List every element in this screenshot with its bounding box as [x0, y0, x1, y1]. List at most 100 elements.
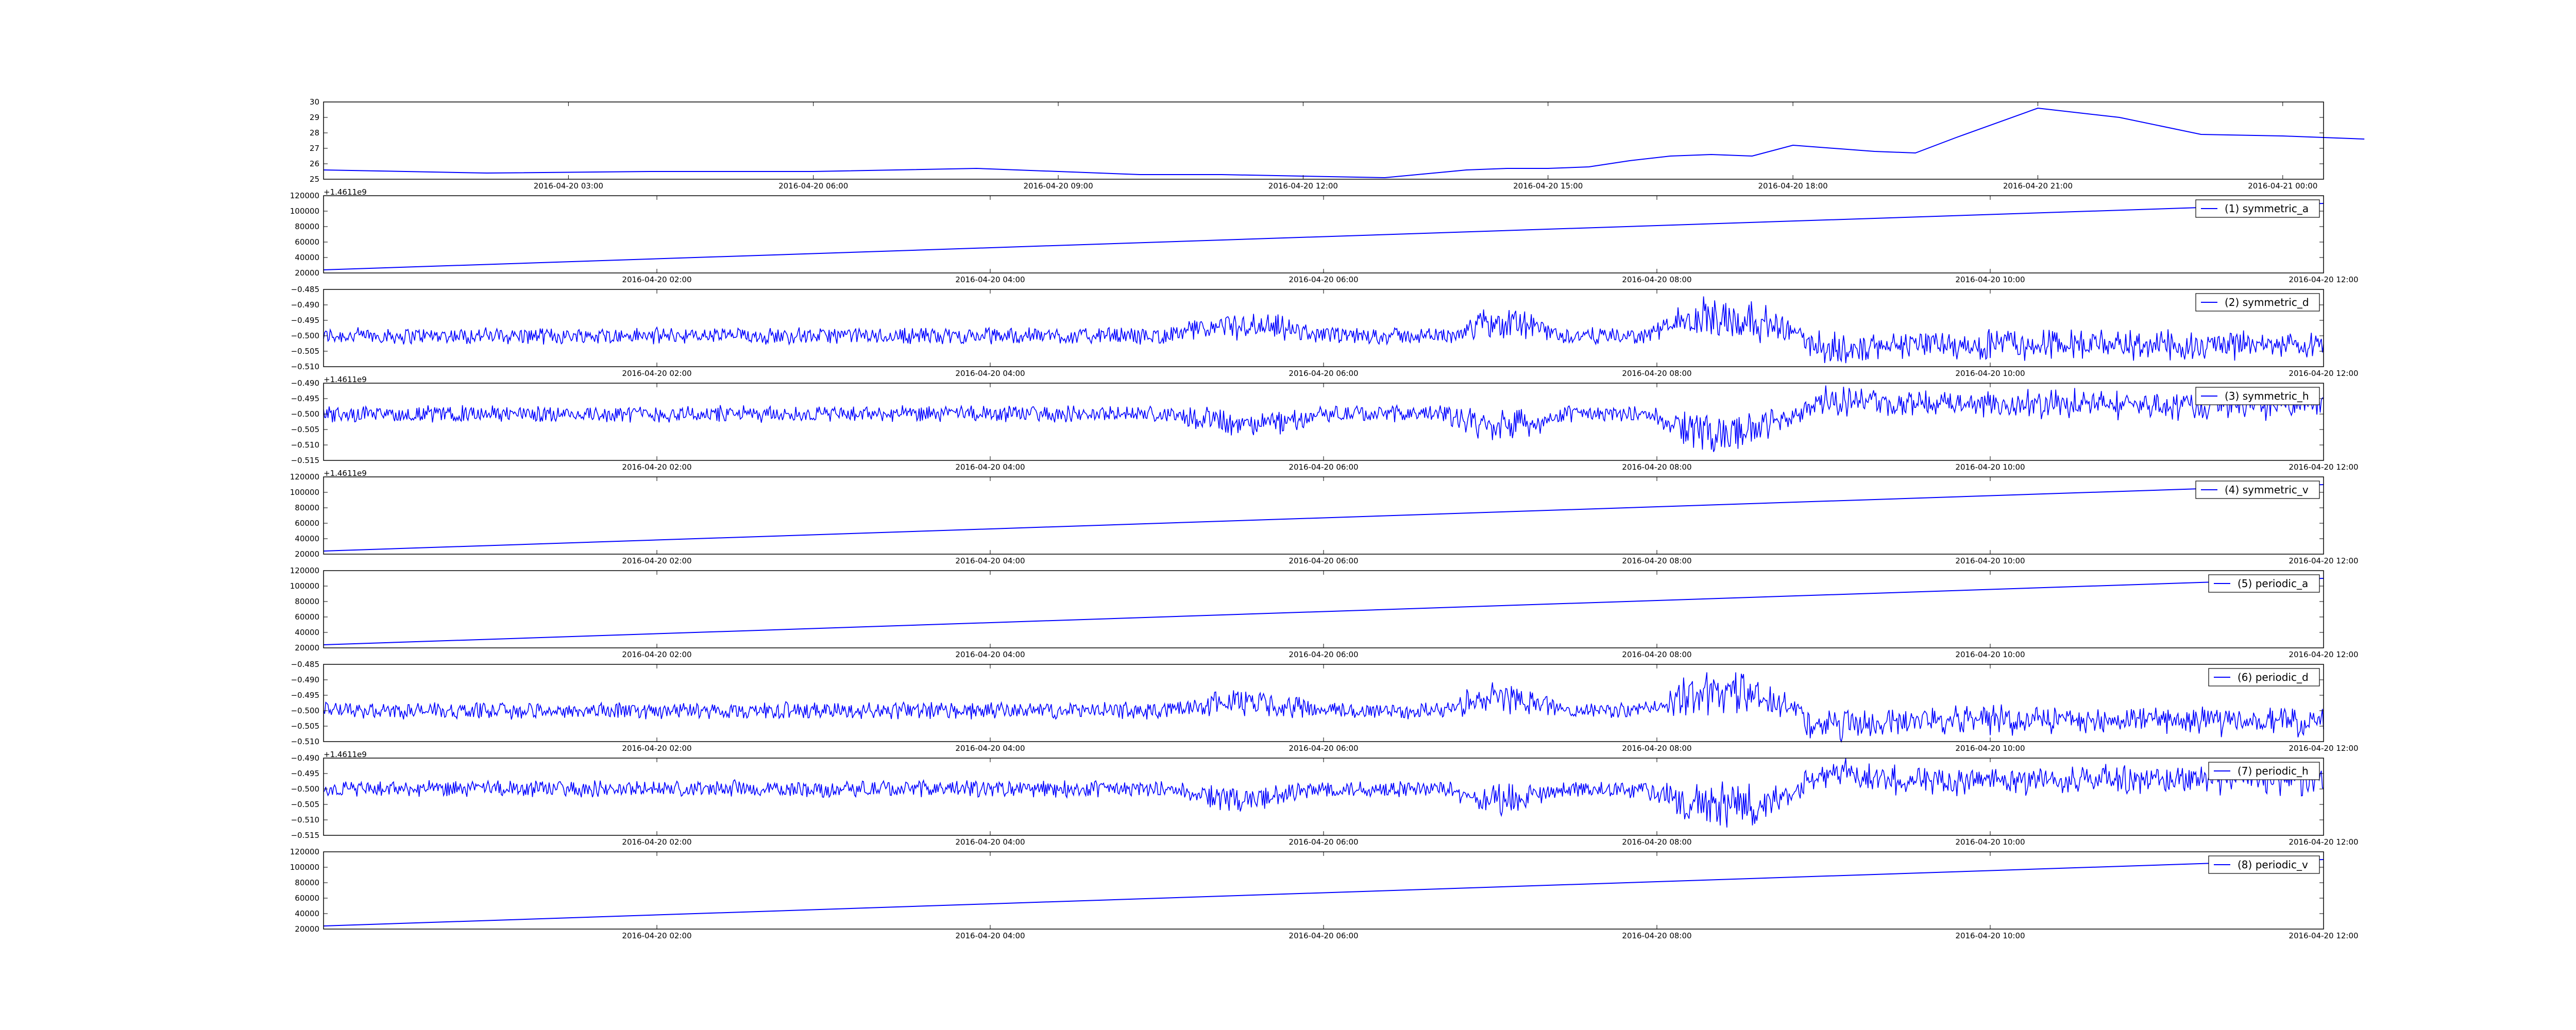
legend-label: (7) periodic_h: [2238, 765, 2309, 777]
y-tick-label: −0.490: [291, 300, 319, 310]
y-tick-label: 60000: [295, 612, 319, 622]
y-tick-label: 40000: [295, 253, 319, 262]
x-tick-label: 2016-04-20 02:00: [622, 275, 691, 284]
y-tick-label: −0.500: [291, 409, 319, 419]
x-tick-label: 2016-04-20 06:00: [1289, 462, 1358, 472]
y-tick-label: 40000: [295, 628, 319, 637]
x-tick-label: 2016-04-20 08:00: [1622, 650, 1691, 659]
y-tick-label: 20000: [295, 924, 319, 934]
subplot-6: 120000 100000 80000 60000 40000 20000 2016-04-…: [290, 566, 2359, 659]
x-tick-label: 2016-04-20 10:00: [1955, 744, 2025, 753]
x-tick-label: 2016-04-20 06:00: [1289, 556, 1358, 565]
x-tick-label: 2016-04-20 04:00: [955, 744, 1025, 753]
y-tick-label: −0.510: [291, 737, 319, 746]
x-tick-label: 2016-04-20 15:00: [1513, 181, 1583, 191]
x-tick-label: 2016-04-20 08:00: [1622, 275, 1691, 284]
x-tick-label: 2016-04-20 06:00: [1289, 744, 1358, 753]
subplot-8: −0.490 −0.495 −0.500 −0.505 −0.510 −0.515 2016…: [291, 750, 2358, 847]
offset-label: +1.4611e9: [324, 375, 367, 384]
legend-label: (6) periodic_d: [2238, 671, 2309, 683]
y-tick-label: 28: [310, 128, 319, 138]
y-tick-label: 100000: [290, 581, 319, 591]
y-tick-label: −0.500: [291, 331, 319, 340]
x-tick-label: 2016-04-20 10:00: [1955, 556, 2025, 565]
x-tick-label: 2016-04-20 06:00: [1289, 837, 1358, 847]
x-tick-label: 2016-04-20 02:00: [622, 650, 691, 659]
x-tick-label: 2016-04-20 06:00: [1289, 369, 1358, 378]
x-tick-label: 2016-04-20 10:00: [1955, 275, 2025, 284]
legend-label: (3) symmetric_h: [2225, 390, 2309, 402]
subplot-2: 120000 100000 80000 60000 40000 20000 2016-04-…: [290, 187, 2359, 284]
y-tick-label: −0.495: [291, 769, 319, 778]
y-tick-label: 80000: [295, 597, 319, 606]
x-tick-label: 2016-04-20 12:00: [2289, 462, 2358, 472]
y-tick-label: 60000: [295, 519, 319, 528]
x-tick-label: 2016-04-20 18:00: [1758, 181, 1827, 191]
y-tick-label: −0.490: [291, 753, 319, 763]
subplot-9: 120000 100000 80000 60000 40000 20000 2016-04-…: [290, 847, 2359, 940]
x-tick-label: 2016-04-20 02:00: [622, 556, 691, 565]
y-tick-label: −0.495: [291, 691, 319, 700]
offset-label: +1.4611e9: [324, 750, 367, 759]
x-tick-label: 2016-04-20 08:00: [1622, 369, 1691, 378]
y-tick-label: 80000: [295, 503, 319, 512]
y-tick-label: 100000: [290, 488, 319, 497]
subplot-5: 120000 100000 80000 60000 40000 20000 2016-04-…: [290, 469, 2359, 565]
x-tick-label: 2016-04-20 21:00: [2003, 181, 2073, 191]
y-tick-label: −0.500: [291, 706, 319, 715]
x-tick-label: 2016-04-20 02:00: [622, 462, 691, 472]
y-tick-label: −0.505: [291, 347, 319, 356]
x-tick-label: 2016-04-20 08:00: [1622, 837, 1691, 847]
axes-frame: [323, 101, 2324, 180]
y-tick-label: 80000: [295, 222, 319, 231]
y-tick-label: 20000: [295, 268, 319, 278]
x-tick-label: 2016-04-20 03:00: [534, 181, 603, 191]
x-tick-label: 2016-04-20 02:00: [622, 744, 691, 753]
x-tick-label: 2016-04-20 08:00: [1622, 931, 1691, 940]
y-tick-label: 100000: [290, 863, 319, 872]
x-tick-label: 2016-04-20 12:00: [2289, 275, 2358, 284]
y-tick-label: 120000: [290, 566, 319, 575]
y-tick-label: 100000: [290, 207, 319, 216]
y-tick-label: −0.485: [291, 660, 319, 669]
y-tick-label: −0.515: [291, 831, 319, 840]
y-tick-label: −0.495: [291, 316, 319, 325]
x-tick-label: 2016-04-20 09:00: [1023, 181, 1093, 191]
x-tick-label: 2016-04-20 04:00: [955, 837, 1025, 847]
x-tick-label: 2016-04-20 02:00: [622, 369, 691, 378]
legend-label: (2) symmetric_d: [2225, 296, 2309, 308]
legend-label: (4) symmetric_v: [2225, 484, 2309, 496]
y-tick-label: 40000: [295, 909, 319, 918]
y-tick-label: −0.495: [291, 394, 319, 403]
axes-frame: [323, 195, 2324, 273]
y-tick-label: 120000: [290, 472, 319, 482]
y-tick-label: 25: [310, 175, 319, 184]
x-tick-label: 2016-04-20 04:00: [955, 556, 1025, 565]
x-tick-label: 2016-04-20 06:00: [1289, 275, 1358, 284]
axes-frame: [323, 758, 2324, 836]
x-tick-label: 2016-04-20 04:00: [955, 369, 1025, 378]
axes-frame: [323, 664, 2324, 742]
legend-label: (5) periodic_a: [2238, 577, 2308, 590]
y-tick-label: 20000: [295, 550, 319, 559]
subplot-4: −0.490 −0.495 −0.500 −0.505 −0.510 −0.515 2016…: [291, 375, 2358, 472]
x-tick-label: 2016-04-20 06:00: [1289, 650, 1358, 659]
series-line: [323, 672, 2324, 743]
x-tick-label: 2016-04-20 12:00: [2289, 931, 2358, 940]
series-line: [323, 484, 2324, 552]
x-tick-label: 2016-04-20 12:00: [1268, 181, 1338, 191]
x-tick-label: 2016-04-20 08:00: [1622, 744, 1691, 753]
axes-frame: [323, 851, 2324, 930]
x-tick-label: 2016-04-20 06:00: [1289, 931, 1358, 940]
x-tick-label: 2016-04-20 06:00: [778, 181, 848, 191]
offset-label: +1.4611e9: [324, 187, 367, 197]
x-tick-label: 2016-04-20 10:00: [1955, 837, 2025, 847]
legend-label: (1) symmetric_a: [2225, 202, 2309, 215]
subplot-1: 30 29 28 27 26 25 2016-04-20 03:00 2016-04-20 0…: [310, 97, 2365, 191]
x-tick-label: 2016-04-20 08:00: [1622, 556, 1691, 565]
y-tick-label: 60000: [295, 894, 319, 903]
subplot-3: −0.485 −0.490 −0.495 −0.500 −0.505 −0.510 2016…: [291, 285, 2358, 378]
series-line: [323, 859, 2324, 926]
y-tick-label: −0.505: [291, 425, 319, 434]
